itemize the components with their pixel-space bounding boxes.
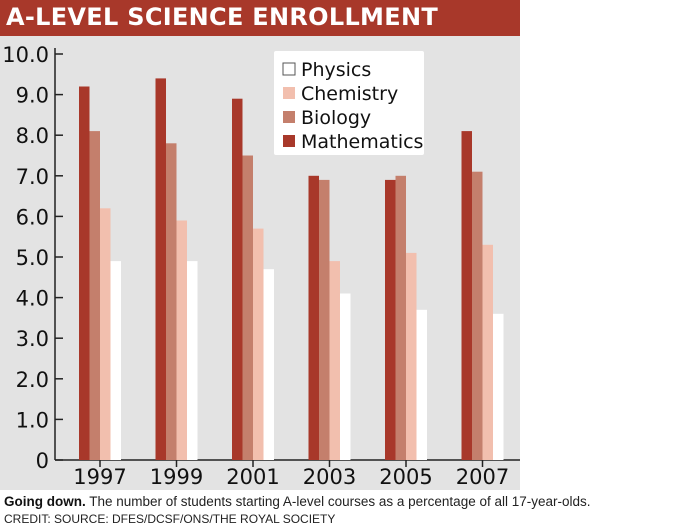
y-tick-label: 3.0 — [16, 327, 49, 351]
x-tick-label: 1999 — [150, 465, 203, 489]
bar-physics-2003 — [340, 293, 351, 460]
bar-physics-2001 — [263, 269, 274, 460]
legend-box — [274, 51, 424, 155]
y-tick-label: 1.0 — [16, 408, 49, 432]
bar-biology-1999 — [166, 143, 177, 461]
bar-biology-2007 — [472, 171, 483, 460]
figure-caption: Going down. The number of students start… — [4, 494, 591, 509]
legend-swatch-biology — [283, 111, 295, 123]
chart-area: 0 1.0 2.0 3.0 4.0 5.0 6.0 7.0 8.0 9.0 10.0 1997 1999… — [0, 36, 520, 490]
y-tick-label: 0 — [36, 449, 49, 473]
y-tick-label: 10.0 — [2, 43, 49, 67]
bar-mathematics-2003 — [308, 175, 319, 461]
figure-credit: CREDIT: SOURCE: DFES/DCSF/ONS/THE ROYAL … — [4, 512, 336, 526]
bar-biology-2005 — [395, 175, 406, 461]
y-tick-label: 4.0 — [16, 287, 49, 311]
x-tick-label: 2005 — [379, 465, 432, 489]
bar-physics-1999 — [187, 261, 198, 460]
bar-chemistry-2001 — [253, 228, 264, 460]
bar-biology-1997 — [89, 131, 100, 460]
title-bar: A-LEVEL SCIENCE ENROLLMENT — [0, 0, 520, 36]
bar-biology-2003 — [319, 179, 330, 460]
y-tick-label: 2.0 — [16, 368, 49, 392]
y-tick-label: 5.0 — [16, 246, 49, 270]
bar-physics-1997 — [110, 261, 121, 460]
bar-physics-2005 — [416, 309, 427, 460]
bar-mathematics-2007 — [461, 131, 472, 460]
legend-swatch-mathematics — [283, 135, 295, 147]
bar-chemistry-2003 — [329, 261, 340, 460]
legend-swatch-chemistry — [283, 87, 295, 99]
legend-label-physics: Physics — [301, 59, 371, 81]
caption-text: The number of students starting A-level … — [85, 494, 591, 509]
x-tick-label: 1997 — [73, 465, 126, 489]
bar-chemistry-2007 — [482, 244, 493, 460]
bar-mathematics-1999 — [155, 78, 166, 461]
bar-chemistry-1999 — [176, 220, 187, 460]
x-tick-label: 2003 — [303, 465, 356, 489]
y-tick-label: 6.0 — [16, 205, 49, 229]
caption-lead: Going down. — [4, 494, 86, 509]
bar-mathematics-1997 — [79, 86, 90, 460]
legend-label-chemistry: Chemistry — [301, 83, 398, 105]
legend-swatch-physics — [282, 62, 296, 76]
bar-physics-2007 — [493, 313, 504, 460]
legend-label-mathematics: Mathematics — [301, 131, 423, 153]
y-tick-label: 9.0 — [16, 84, 49, 108]
y-tick-label: 7.0 — [16, 165, 49, 189]
bar-mathematics-2001 — [232, 98, 243, 460]
bar-chemistry-1997 — [100, 208, 111, 460]
y-tick-label: 8.0 — [16, 124, 49, 148]
x-tick-label: 2001 — [226, 465, 279, 489]
chart-title: A-LEVEL SCIENCE ENROLLMENT — [6, 3, 438, 31]
bar-biology-2001 — [242, 155, 253, 460]
x-tick-label: 2007 — [456, 465, 509, 489]
bar-mathematics-2005 — [385, 179, 396, 460]
legend-label-biology: Biology — [301, 107, 371, 129]
bar-chart: 0 1.0 2.0 3.0 4.0 5.0 6.0 7.0 8.0 9.0 10.0 1997 1999… — [0, 36, 520, 490]
bar-chemistry-2005 — [406, 252, 417, 460]
